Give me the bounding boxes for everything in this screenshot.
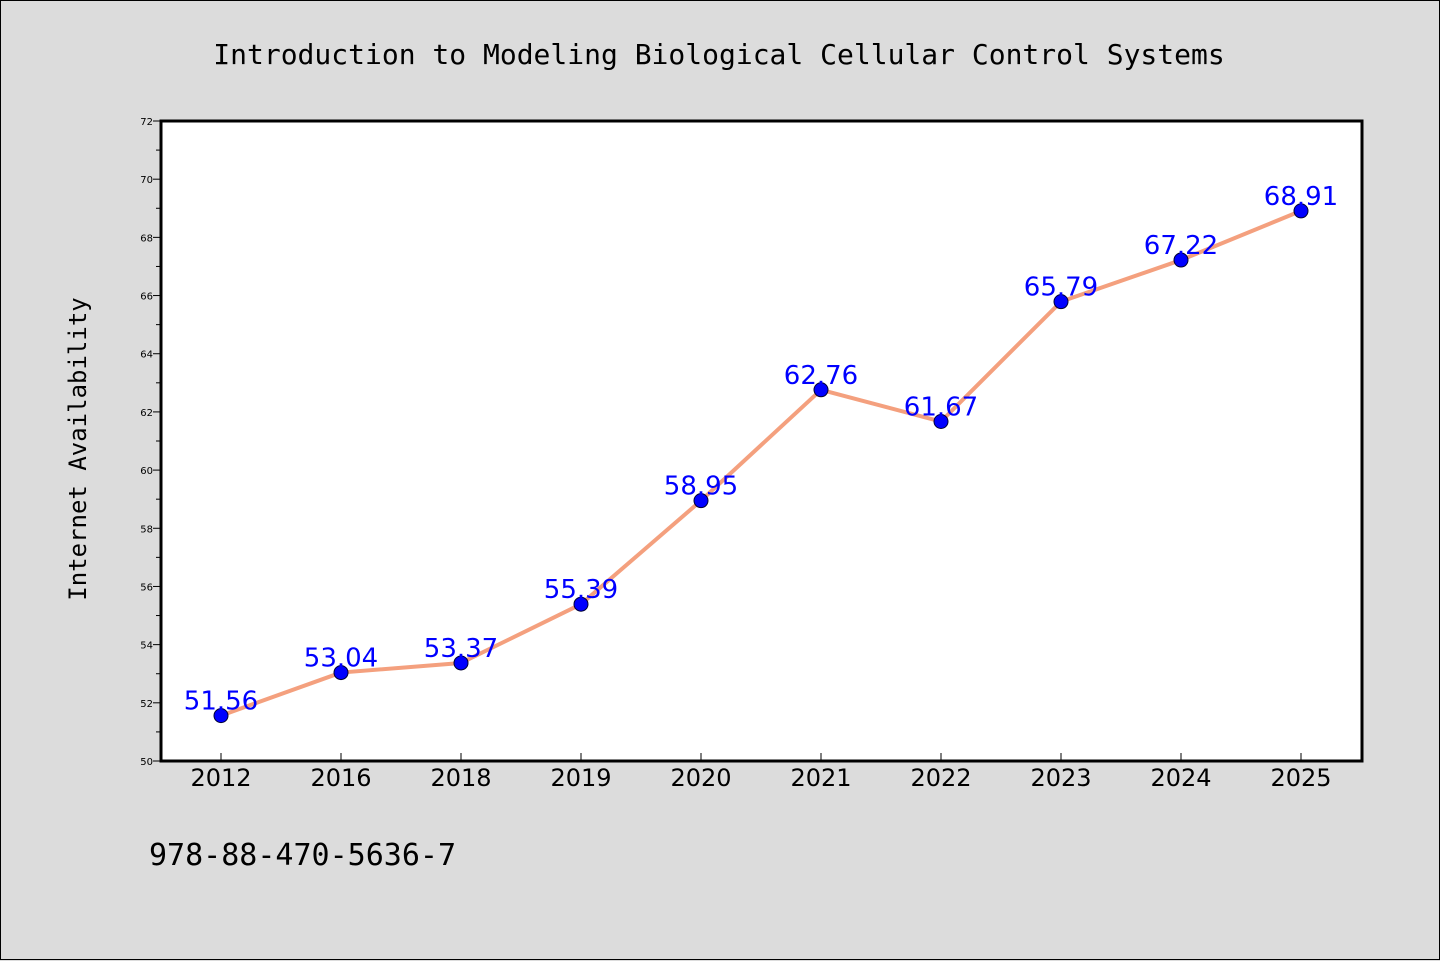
y-tick-label: 68 [140,233,153,244]
y-tick-label: 62 [140,408,153,419]
data-label: 67.22 [1144,231,1218,261]
y-tick-label: 70 [140,175,153,186]
series-line [219,208,1303,718]
data-label: 62.76 [784,361,858,391]
y-tick-label: 66 [140,292,153,303]
data-label: 61.67 [904,393,978,423]
x-tick-label: 2021 [790,764,851,792]
y-axis-label: Internet Availability [64,297,92,600]
data-point [453,655,469,671]
data-point [693,493,709,509]
y-tick-label: 52 [140,699,153,710]
y-tick-label: 58 [140,524,153,535]
y-tick-label: 54 [140,641,153,652]
chart-title: Introduction to Modeling Biological Cell… [213,38,1224,71]
data-point [573,596,589,612]
y-tick-label: 64 [140,350,153,361]
y-tick-label: 56 [140,582,153,593]
data-point [813,382,829,398]
data-point [1293,203,1309,219]
x-tick-label: 2025 [1270,764,1331,792]
series-line-group [219,208,1303,718]
data-labels: 51.56 53.04 53.37 55.39 58.95 62.76 61.67 65.79… [184,182,1338,717]
x-tick-label: 2020 [670,764,731,792]
x-tick-label: 2016 [310,764,371,792]
y-axis-ticks: 50 52 54 56 58 60 62 64 66 68 70 72 [140,117,161,768]
data-label: 51.56 [184,687,258,717]
plot-frame [159,119,1364,763]
data-label: 55.39 [544,575,618,605]
data-point [213,708,229,724]
y-tick-label: 50 [140,757,153,768]
x-axis-ticks: 2012 2016 2018 2019 2020 2021 2022 2023 2024 2025 [190,753,1332,792]
x-tick-label: 2022 [910,764,971,792]
x-tick-label: 2024 [1150,764,1211,792]
plot-area [161,121,1362,761]
data-markers [213,203,1309,724]
y-tick-label: 60 [140,466,153,477]
data-point [1053,294,1069,310]
y-tick-label: 72 [140,117,153,128]
data-point [933,414,949,430]
data-point [333,665,349,681]
data-label: 65.79 [1024,273,1098,303]
x-tick-label: 2012 [190,764,251,792]
footer-text: 978-88-470-5636-7 [149,838,456,873]
x-tick-label: 2018 [430,764,491,792]
data-label: 53.04 [304,644,378,674]
data-point [1173,252,1189,268]
data-label: 68.91 [1264,182,1338,212]
data-label: 53.37 [424,634,498,664]
x-tick-label: 2023 [1030,764,1091,792]
x-tick-label: 2019 [550,764,611,792]
data-label: 58.95 [664,472,738,502]
